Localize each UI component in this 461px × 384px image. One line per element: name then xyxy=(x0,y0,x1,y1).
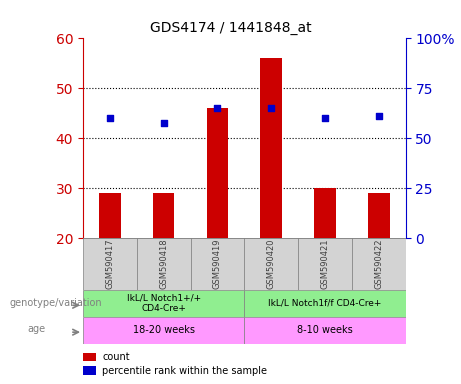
Bar xyxy=(260,58,282,238)
Bar xyxy=(99,193,121,238)
Text: GSM590422: GSM590422 xyxy=(374,239,383,289)
Point xyxy=(214,105,221,111)
Text: count: count xyxy=(102,352,130,362)
FancyBboxPatch shape xyxy=(244,317,406,344)
Text: IkL/L Notch1f/f CD4-Cre+: IkL/L Notch1f/f CD4-Cre+ xyxy=(268,299,382,308)
Point xyxy=(321,115,329,121)
Text: GSM590418: GSM590418 xyxy=(159,239,168,289)
Bar xyxy=(83,353,96,361)
Point xyxy=(160,120,167,126)
FancyBboxPatch shape xyxy=(190,238,244,290)
Text: percentile rank within the sample: percentile rank within the sample xyxy=(102,366,267,376)
FancyBboxPatch shape xyxy=(83,290,244,317)
Point xyxy=(106,115,113,121)
FancyBboxPatch shape xyxy=(244,238,298,290)
Text: GSM590419: GSM590419 xyxy=(213,239,222,289)
Text: genotype/variation: genotype/variation xyxy=(9,298,102,308)
Bar xyxy=(207,108,228,238)
Text: GSM590417: GSM590417 xyxy=(106,239,114,289)
FancyBboxPatch shape xyxy=(244,290,406,317)
Text: 8-10 weeks: 8-10 weeks xyxy=(297,325,353,335)
Text: 18-20 weeks: 18-20 weeks xyxy=(133,325,195,335)
Bar xyxy=(368,193,390,238)
FancyBboxPatch shape xyxy=(298,238,352,290)
Point xyxy=(375,113,383,119)
Text: GSM590421: GSM590421 xyxy=(320,239,330,289)
Bar xyxy=(314,188,336,238)
Bar xyxy=(153,193,174,238)
Text: GSM590420: GSM590420 xyxy=(267,239,276,289)
Text: GDS4174 / 1441848_at: GDS4174 / 1441848_at xyxy=(150,21,311,35)
FancyBboxPatch shape xyxy=(83,238,137,290)
FancyBboxPatch shape xyxy=(83,317,244,344)
Point xyxy=(267,105,275,111)
FancyBboxPatch shape xyxy=(137,238,190,290)
Bar xyxy=(83,366,96,375)
Text: IkL/L Notch1+/+
CD4-Cre+: IkL/L Notch1+/+ CD4-Cre+ xyxy=(127,294,201,313)
Text: age: age xyxy=(28,324,46,334)
FancyBboxPatch shape xyxy=(352,238,406,290)
